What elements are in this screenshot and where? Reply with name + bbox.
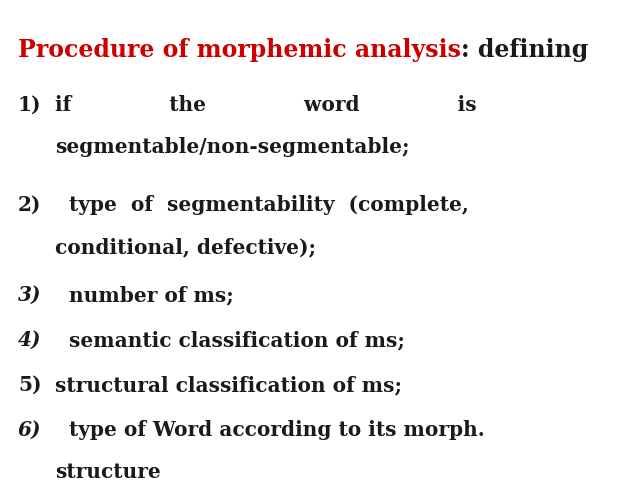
Text: type of Word according to its morph.: type of Word according to its morph. bbox=[55, 420, 484, 440]
Text: 4): 4) bbox=[18, 330, 42, 350]
Text: 2): 2) bbox=[18, 195, 42, 215]
Text: segmentable/non-segmentable;: segmentable/non-segmentable; bbox=[55, 137, 410, 157]
Text: 1): 1) bbox=[18, 95, 42, 115]
Text: 6): 6) bbox=[18, 420, 42, 440]
Text: : defining: : defining bbox=[461, 38, 588, 62]
Text: 5): 5) bbox=[18, 375, 42, 395]
Text: structure: structure bbox=[55, 462, 161, 480]
Text: conditional, defective);: conditional, defective); bbox=[55, 237, 316, 257]
Text: number of ms;: number of ms; bbox=[55, 285, 234, 305]
Text: type  of  segmentability  (complete,: type of segmentability (complete, bbox=[55, 195, 469, 215]
Text: 3): 3) bbox=[18, 285, 42, 305]
Text: Procedure of morphemic analysis: Procedure of morphemic analysis bbox=[18, 38, 461, 62]
Text: semantic classification of ms;: semantic classification of ms; bbox=[55, 330, 405, 350]
Text: structural classification of ms;: structural classification of ms; bbox=[55, 375, 402, 395]
Text: if              the              word              is: if the word is bbox=[55, 95, 477, 115]
